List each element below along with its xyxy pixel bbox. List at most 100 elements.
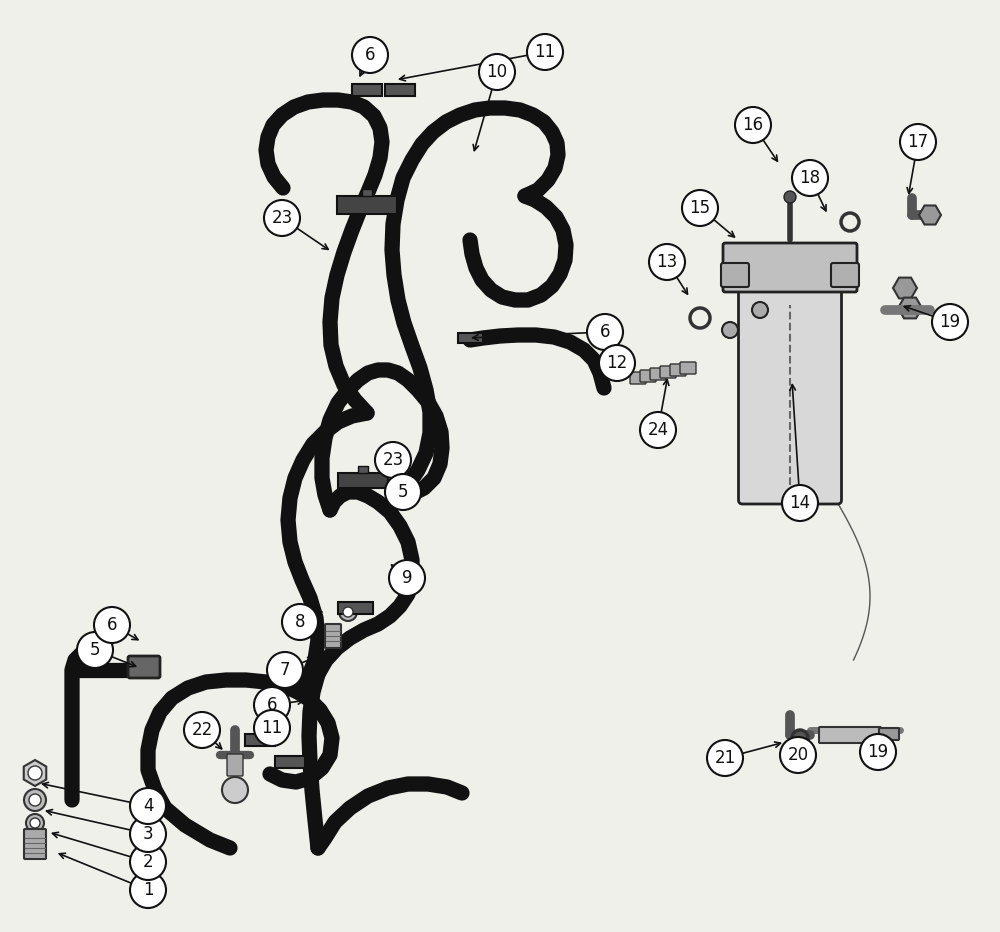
Polygon shape (893, 278, 917, 298)
FancyBboxPatch shape (738, 286, 842, 504)
Text: 22: 22 (191, 721, 213, 739)
Circle shape (682, 190, 718, 226)
FancyBboxPatch shape (721, 263, 749, 287)
Text: 20: 20 (787, 746, 809, 764)
FancyBboxPatch shape (128, 656, 160, 678)
FancyBboxPatch shape (337, 196, 397, 214)
Circle shape (900, 124, 936, 160)
Text: 18: 18 (799, 169, 821, 187)
Circle shape (780, 737, 816, 773)
FancyBboxPatch shape (275, 756, 305, 768)
FancyBboxPatch shape (630, 372, 646, 384)
Text: 8: 8 (295, 613, 305, 631)
Circle shape (640, 412, 676, 448)
Text: 14: 14 (789, 494, 811, 512)
Circle shape (649, 244, 685, 280)
Circle shape (94, 607, 130, 643)
Text: 1: 1 (143, 881, 153, 899)
FancyBboxPatch shape (640, 370, 656, 382)
Text: 21: 21 (714, 749, 736, 767)
Circle shape (782, 485, 818, 521)
Circle shape (254, 710, 290, 746)
FancyBboxPatch shape (358, 465, 368, 473)
Text: 19: 19 (867, 743, 889, 761)
Circle shape (932, 304, 968, 340)
FancyBboxPatch shape (879, 728, 899, 740)
Circle shape (385, 474, 421, 510)
FancyBboxPatch shape (338, 602, 372, 614)
FancyBboxPatch shape (245, 734, 275, 746)
FancyBboxPatch shape (24, 829, 46, 859)
Text: 6: 6 (267, 696, 277, 714)
Circle shape (30, 818, 40, 828)
Circle shape (130, 844, 166, 880)
Text: 15: 15 (689, 199, 711, 217)
Circle shape (130, 816, 166, 852)
FancyBboxPatch shape (338, 473, 388, 487)
FancyBboxPatch shape (650, 368, 666, 380)
Text: 24: 24 (647, 421, 669, 439)
FancyBboxPatch shape (670, 364, 686, 376)
Polygon shape (919, 205, 941, 225)
Text: 4: 4 (143, 797, 153, 815)
Circle shape (254, 687, 290, 723)
FancyBboxPatch shape (227, 754, 243, 776)
Text: 3: 3 (143, 825, 153, 843)
Text: 19: 19 (939, 313, 961, 331)
Circle shape (722, 322, 738, 338)
Text: 12: 12 (606, 354, 628, 372)
FancyBboxPatch shape (660, 366, 676, 378)
Circle shape (587, 314, 623, 350)
Circle shape (29, 794, 41, 806)
Circle shape (735, 107, 771, 143)
Circle shape (599, 345, 635, 381)
Circle shape (222, 777, 248, 803)
FancyBboxPatch shape (458, 333, 482, 343)
Text: 13: 13 (656, 253, 678, 271)
Text: 11: 11 (534, 43, 556, 61)
Circle shape (352, 37, 388, 73)
Circle shape (707, 740, 743, 776)
Circle shape (343, 607, 353, 617)
Polygon shape (24, 760, 46, 786)
Text: 6: 6 (107, 616, 117, 634)
FancyBboxPatch shape (362, 189, 372, 196)
Text: 5: 5 (398, 483, 408, 501)
Text: 23: 23 (271, 209, 293, 227)
Circle shape (184, 712, 220, 748)
Circle shape (389, 560, 425, 596)
Circle shape (26, 814, 44, 832)
Circle shape (527, 34, 563, 70)
Circle shape (28, 766, 42, 780)
Text: 7: 7 (280, 661, 290, 679)
Text: 16: 16 (742, 116, 764, 134)
FancyBboxPatch shape (680, 362, 696, 374)
FancyBboxPatch shape (352, 84, 382, 96)
FancyBboxPatch shape (723, 243, 857, 292)
Circle shape (752, 302, 768, 318)
Circle shape (264, 200, 300, 236)
Polygon shape (898, 297, 922, 319)
Circle shape (24, 789, 46, 811)
Circle shape (479, 54, 515, 90)
Circle shape (77, 632, 113, 668)
Text: 2: 2 (143, 853, 153, 871)
FancyBboxPatch shape (385, 84, 415, 96)
Circle shape (130, 788, 166, 824)
FancyBboxPatch shape (819, 727, 881, 743)
Circle shape (792, 160, 828, 196)
Circle shape (784, 191, 796, 203)
Circle shape (130, 872, 166, 908)
Text: 5: 5 (90, 641, 100, 659)
Text: 6: 6 (365, 46, 375, 64)
Text: 6: 6 (600, 323, 610, 341)
Circle shape (375, 442, 411, 478)
Text: 9: 9 (402, 569, 412, 587)
FancyBboxPatch shape (831, 263, 859, 287)
Text: 11: 11 (261, 719, 283, 737)
Circle shape (267, 652, 303, 688)
Circle shape (860, 734, 896, 770)
Circle shape (339, 603, 357, 621)
FancyBboxPatch shape (325, 624, 341, 648)
Text: 17: 17 (907, 133, 929, 151)
